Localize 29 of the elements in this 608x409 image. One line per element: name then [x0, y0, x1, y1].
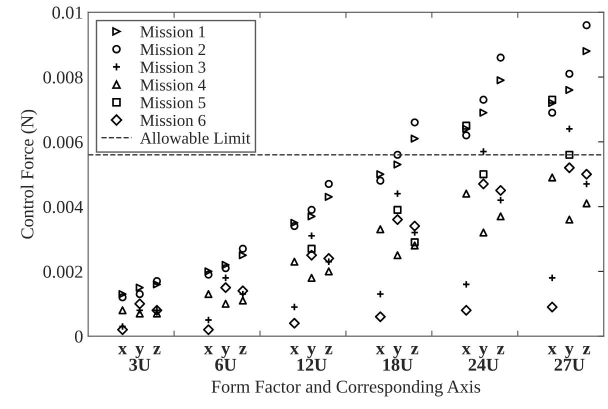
x-tick-label: z — [153, 346, 161, 354]
x-tick-label: x — [118, 346, 127, 354]
y-tick-label: 0.004 — [43, 200, 84, 214]
y-tick-label: 0 — [74, 330, 83, 343]
x-tick-label: y 3U — [129, 346, 150, 371]
x-tick-label: x — [290, 346, 299, 354]
legend-label: Mission 3 — [140, 62, 206, 73]
legend-label: Mission 5 — [140, 97, 206, 108]
legend-label: Mission 1 — [140, 26, 206, 38]
legend-label: Mission 4 — [140, 79, 206, 91]
x-axis-title: Form Factor and Corresponding Axis — [212, 380, 480, 396]
x-tick-label: y 6U — [215, 346, 236, 371]
y-tick-label: 0.002 — [43, 266, 82, 278]
x-tick-label: z — [239, 346, 246, 354]
x-tick-label: x — [548, 346, 557, 354]
x-tick-label: x — [204, 346, 213, 354]
x-tick-label: z — [582, 346, 590, 354]
y-tick-label: 0.008 — [43, 71, 83, 84]
x-tick-label: z — [411, 346, 418, 354]
legend-label: Mission 2 — [140, 44, 206, 56]
y-tick-label: 0.006 — [43, 136, 83, 148]
y-tick-label: 0.01 — [52, 6, 82, 19]
x-tick-label: x — [376, 346, 385, 354]
x-tick-label: z — [496, 346, 504, 354]
legend-label: Allowable Limit — [140, 132, 250, 144]
y-axis-title: Control Force (N) — [20, 110, 38, 239]
x-tick-label: x — [462, 346, 471, 354]
legend-label: Mission 6 — [140, 114, 206, 126]
x-tick-label: z — [325, 346, 332, 354]
